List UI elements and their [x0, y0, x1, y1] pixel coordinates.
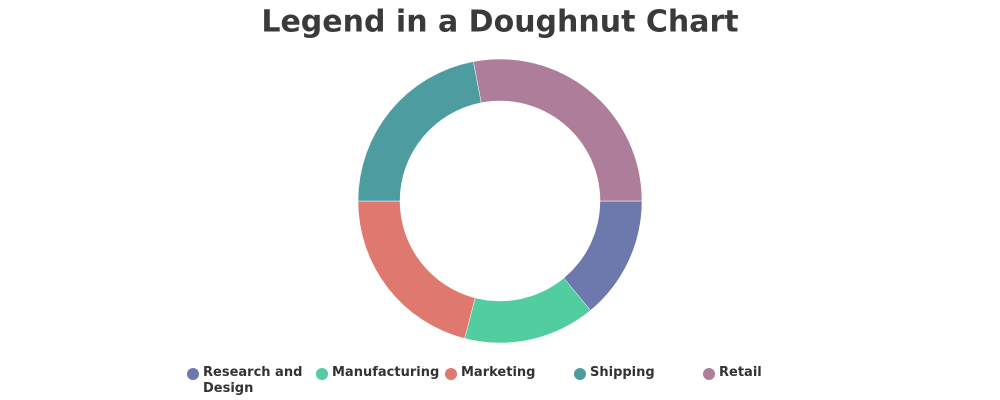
chart-title: Legend in a Doughnut Chart [261, 5, 738, 40]
legend-marker [574, 368, 586, 380]
legend-label: Marketing [461, 365, 536, 380]
legend-marker [445, 368, 457, 380]
legend-label: Shipping [590, 365, 655, 380]
legend-label: Manufacturing [332, 365, 440, 380]
legend: Research and Design Manufacturing Marketin… [187, 365, 832, 397]
legend-item: Research and Design [187, 365, 316, 397]
legend-item: Marketing [445, 365, 574, 397]
legend-item: Shipping [574, 365, 703, 397]
legend-label: Retail [719, 365, 762, 380]
legend-marker [316, 368, 328, 380]
legend-item: Retail [703, 365, 832, 397]
doughnut-slice [473, 58, 643, 202]
doughnut-slice [357, 200, 476, 339]
doughnut-slice [357, 61, 482, 202]
doughnut-slice [464, 277, 591, 344]
legend-marker [703, 368, 715, 380]
legend-label: Research and Design [203, 365, 303, 396]
legend-marker [187, 368, 199, 380]
legend-item: Manufacturing [316, 365, 445, 397]
